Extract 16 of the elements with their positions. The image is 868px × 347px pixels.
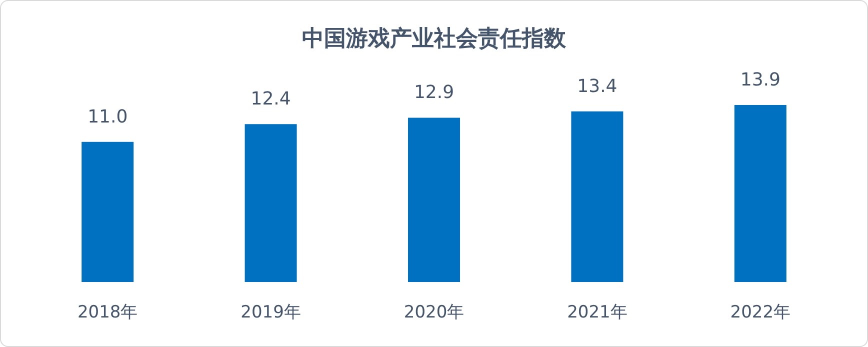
- x-tick-label: 2019年: [240, 302, 301, 322]
- x-tick-label: 2021年: [567, 302, 628, 322]
- data-label: 13.9: [740, 70, 780, 91]
- x-tick-label: 2022年: [730, 302, 791, 322]
- bar: [571, 111, 624, 282]
- bar: [734, 105, 786, 282]
- x-tick-label: 2018年: [77, 302, 138, 322]
- data-label: 12.9: [414, 82, 454, 104]
- bar: [408, 118, 460, 282]
- x-tick-label: 2020年: [404, 302, 464, 322]
- data-label: 12.4: [250, 88, 291, 110]
- data-label: 11.0: [88, 106, 128, 128]
- chart-title: 中国游戏产业社会责任指数: [302, 26, 567, 52]
- bar: [244, 124, 297, 282]
- data-label: 13.4: [577, 76, 618, 97]
- bar: [82, 142, 134, 282]
